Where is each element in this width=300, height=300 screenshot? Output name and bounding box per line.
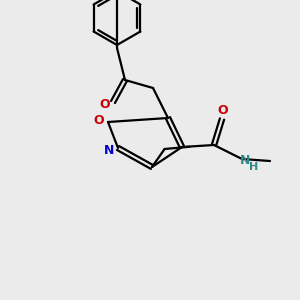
Text: N: N bbox=[104, 143, 114, 157]
Text: O: O bbox=[94, 115, 104, 128]
Text: N: N bbox=[240, 154, 250, 166]
Text: O: O bbox=[218, 103, 228, 116]
Text: O: O bbox=[100, 98, 110, 112]
Text: H: H bbox=[249, 162, 259, 172]
